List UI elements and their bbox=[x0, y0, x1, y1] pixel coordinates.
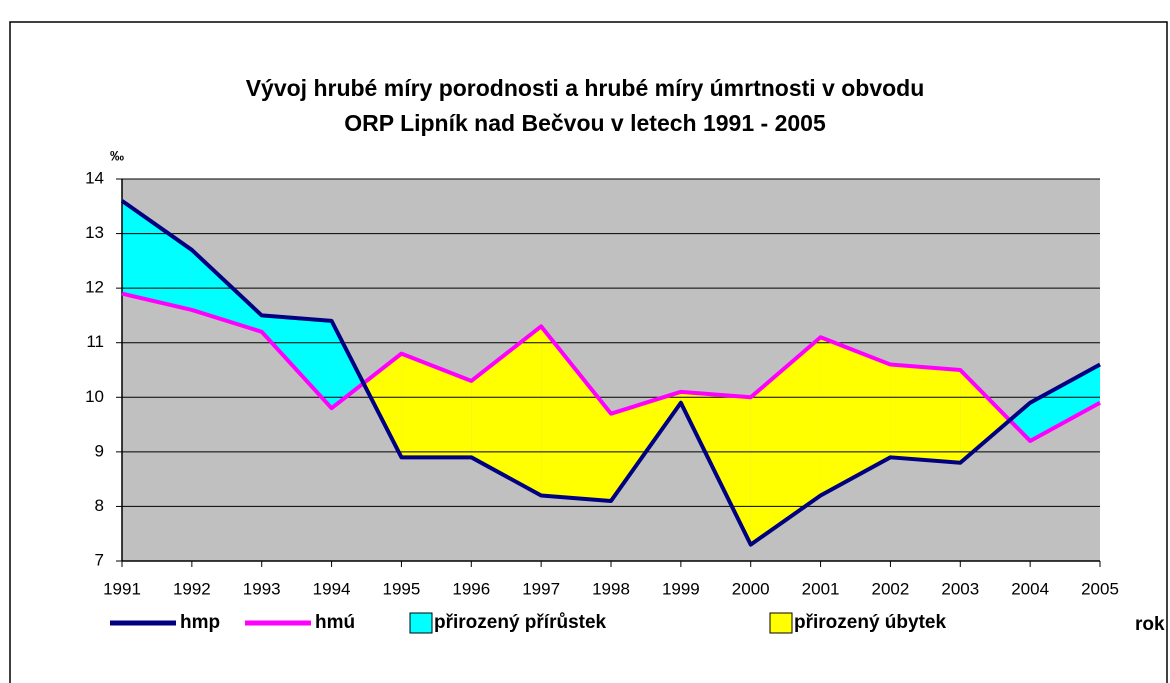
legend-swatch bbox=[409, 612, 433, 634]
y-tick-label: 12 bbox=[85, 278, 104, 297]
x-tick-label: 2000 bbox=[732, 579, 770, 598]
x-tick-label: 1993 bbox=[243, 579, 281, 598]
x-tick-label: 1997 bbox=[522, 579, 560, 598]
x-tick-label: 2001 bbox=[802, 579, 840, 598]
y-tick-label: 10 bbox=[85, 387, 104, 406]
chart-title: Vývoj hrubé míry porodnosti a hrubé míry… bbox=[246, 75, 925, 101]
x-tick-label: 2005 bbox=[1081, 579, 1119, 598]
chart-title: ORP Lipník nad Bečvou v letech 1991 - 20… bbox=[344, 110, 826, 136]
y-axis-label: ‰ bbox=[110, 148, 124, 164]
y-tick-label: 7 bbox=[95, 550, 104, 569]
y-tick-label: 14 bbox=[85, 168, 104, 187]
legend-label: hmú bbox=[315, 612, 355, 633]
x-tick-label: 1994 bbox=[313, 579, 351, 598]
x-axis-label: rok bbox=[1135, 614, 1165, 635]
legend-label: hmp bbox=[180, 612, 220, 633]
area-fill bbox=[750, 337, 821, 545]
y-tick-label: 11 bbox=[86, 332, 104, 351]
line bbox=[120, 199, 1101, 547]
area-fill bbox=[1030, 364, 1100, 441]
x-tick-label: 1991 bbox=[103, 579, 141, 598]
x-tick-label: 2002 bbox=[872, 579, 910, 598]
x-tick-label: 2003 bbox=[941, 579, 979, 598]
x-tick-label: 1995 bbox=[383, 579, 421, 598]
x-tick-label: 1996 bbox=[452, 579, 490, 598]
x-tick-label: 1998 bbox=[592, 579, 630, 598]
area-fill bbox=[363, 353, 402, 458]
line bbox=[121, 291, 1101, 443]
area-fill bbox=[401, 353, 472, 458]
x-tick-label: 1992 bbox=[173, 579, 211, 598]
area-fill bbox=[541, 326, 611, 501]
x-tick-label: 1999 bbox=[662, 579, 700, 598]
legend-swatch bbox=[769, 612, 793, 634]
area-fill bbox=[890, 364, 961, 463]
x-tick-label: 2004 bbox=[1011, 579, 1049, 598]
area-fill bbox=[191, 249, 262, 332]
area-fill bbox=[261, 315, 332, 409]
area-fill bbox=[820, 337, 891, 496]
legend-label: přirozený úbytek bbox=[794, 612, 946, 633]
y-tick-label: 8 bbox=[95, 496, 104, 515]
area-fill bbox=[122, 200, 192, 310]
area-fill bbox=[1009, 402, 1031, 441]
y-tick-label: 9 bbox=[95, 441, 104, 460]
legend-label: přirozený přírůstek bbox=[434, 612, 607, 633]
area-fill bbox=[960, 370, 1010, 463]
y-tick-label: 13 bbox=[85, 223, 104, 242]
